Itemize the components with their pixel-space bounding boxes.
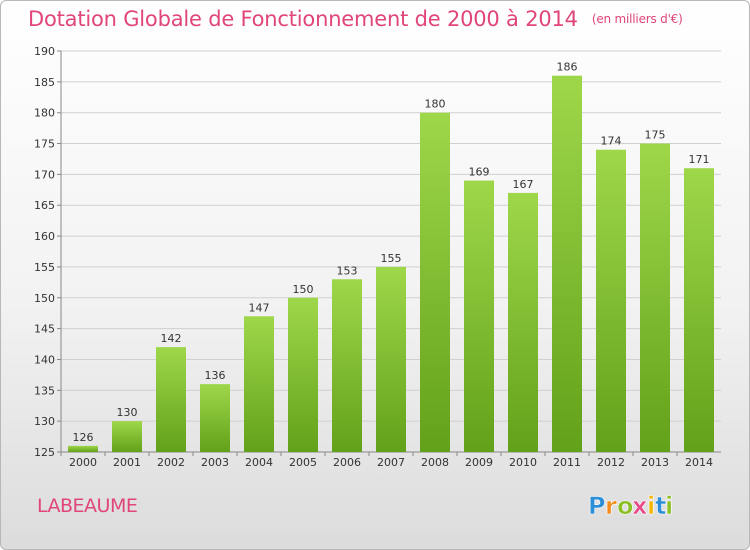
- data-label-2000: 126: [73, 431, 94, 444]
- data-label-2014: 171: [689, 153, 710, 166]
- x-tick-label: 2004: [245, 456, 273, 469]
- data-label-2013: 175: [645, 129, 666, 142]
- y-tick-label: 155: [34, 261, 55, 274]
- y-tick-label: 135: [34, 384, 55, 397]
- logo-letter: P: [588, 492, 606, 520]
- y-tick-label: 160: [34, 230, 55, 243]
- bar-chart: 125 130 135 140 145 150 155 160 165 170 175 180 185 1…: [34, 45, 721, 469]
- axes: 125 130 135 140 145 150 155 160 165 170 175 180 185 1…: [34, 45, 721, 469]
- x-tick-label: 2002: [157, 456, 185, 469]
- data-label-2012: 174: [601, 135, 622, 148]
- y-tick-label: 175: [34, 138, 55, 151]
- y-tick-label: 180: [34, 107, 55, 120]
- bar-2004: [244, 316, 274, 452]
- bar-2008: [420, 112, 450, 452]
- bar-2009: [464, 180, 494, 453]
- x-tick-label: 2000: [69, 456, 97, 469]
- data-label-2002: 142: [161, 332, 182, 345]
- x-tick-label: 2013: [641, 456, 669, 469]
- bar-2001: [112, 421, 142, 452]
- x-tick-label: 2012: [597, 456, 625, 469]
- logo-letter: x: [632, 492, 648, 520]
- data-label-2007: 155: [381, 252, 402, 265]
- bar-2010: [508, 192, 538, 452]
- bar-2012: [596, 149, 626, 452]
- data-label-2011: 186: [557, 61, 578, 74]
- bars: [68, 75, 714, 453]
- data-label-2009: 169: [469, 166, 490, 179]
- y-tick-label: 150: [34, 292, 55, 305]
- x-tick-label: 2010: [509, 456, 537, 469]
- logo-letter: t: [655, 492, 666, 520]
- y-tick-label: 140: [34, 353, 55, 366]
- data-label-2006: 153: [337, 264, 358, 277]
- data-label-2010: 167: [513, 178, 534, 191]
- bar-2002: [156, 347, 186, 452]
- x-tick-label: 2005: [289, 456, 317, 469]
- y-tick-label: 145: [34, 323, 55, 336]
- x-tick-label: 2009: [465, 456, 493, 469]
- y-tick-label: 190: [34, 45, 55, 58]
- bar-2000: [68, 445, 98, 452]
- logo-letter: o: [617, 492, 634, 520]
- x-tick-label: 2003: [201, 456, 229, 469]
- data-label-2001: 130: [117, 406, 138, 419]
- bar-2014: [684, 168, 714, 452]
- bar-2003: [200, 384, 230, 452]
- commune-name: LABEAUME: [37, 495, 138, 517]
- logo-letter: i: [647, 492, 655, 520]
- y-tick-label: 130: [34, 415, 55, 428]
- bar-2011: [552, 75, 582, 452]
- y-tick-label: 165: [34, 199, 55, 212]
- x-tick-label: 2007: [377, 456, 405, 469]
- data-label-2004: 147: [249, 301, 270, 314]
- data-label-2005: 150: [293, 283, 314, 296]
- x-tick-label: 2001: [113, 456, 141, 469]
- title-text: Dotation Globale de Fonctionnement de 20…: [28, 7, 578, 31]
- bar-2006: [332, 279, 362, 452]
- bar-2005: [288, 297, 318, 452]
- chart-title: Dotation Globale de Fonctionnement de 20…: [28, 7, 683, 31]
- data-labels: 126 130 142 136 147 150 153 155 180 169 167 186 174 1…: [73, 61, 710, 444]
- data-label-2003: 136: [205, 369, 226, 382]
- bar-2007: [376, 266, 406, 452]
- x-tick-label: 2006: [333, 456, 361, 469]
- logo-letter: i: [665, 492, 673, 520]
- logo-letter: r: [605, 492, 617, 520]
- y-tick-label: 170: [34, 168, 55, 181]
- x-tick-label: 2014: [685, 456, 713, 469]
- x-tick-label: 2011: [553, 456, 581, 469]
- bar-2013: [640, 143, 670, 453]
- x-tick-label: 2008: [421, 456, 449, 469]
- data-label-2008: 180: [425, 98, 446, 111]
- y-tick-label: 185: [34, 76, 55, 89]
- y-tick-label: 125: [34, 446, 55, 459]
- unit-note: (en milliers d'€): [591, 12, 683, 26]
